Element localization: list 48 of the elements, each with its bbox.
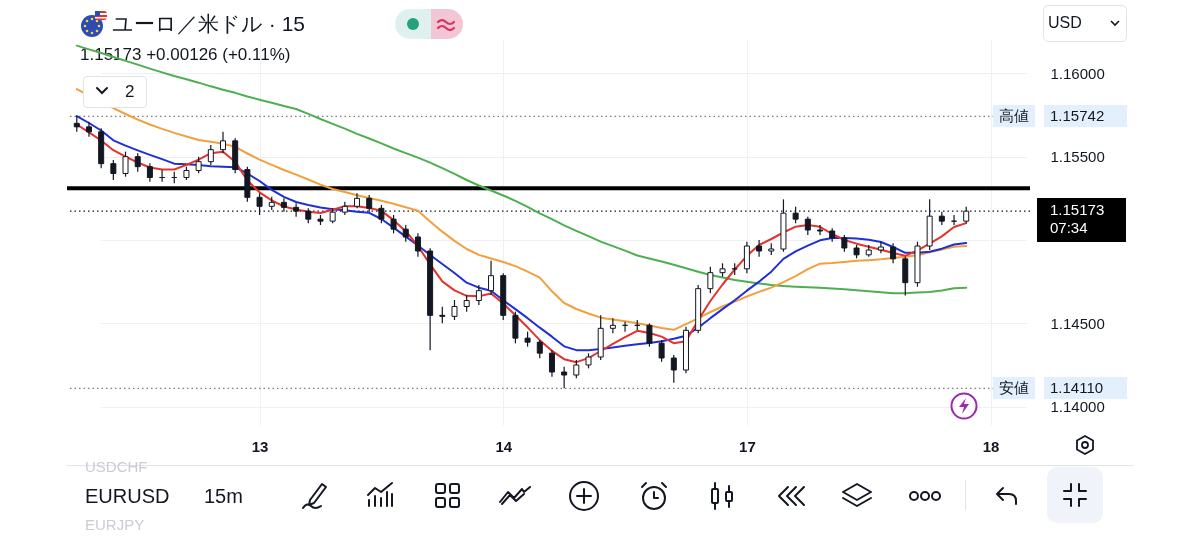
candlestick	[451, 299, 458, 321]
candlestick	[122, 151, 129, 178]
text: 15m	[204, 485, 243, 508]
y-tick-label: 1.14500	[1050, 314, 1105, 332]
candlestick	[536, 339, 543, 359]
x-tick-label: 18	[982, 437, 1000, 455]
y-tick-label: 1.15500	[1050, 148, 1105, 166]
candlestick	[902, 256, 909, 297]
candlestick	[670, 354, 677, 384]
ref-line-label: 1.15742	[1044, 105, 1127, 128]
x-tick-label: 13	[251, 437, 269, 455]
text: 07:34	[1050, 219, 1088, 237]
candlestick	[804, 216, 811, 236]
candlestick	[573, 359, 580, 379]
candlestick	[110, 159, 117, 181]
candlestick	[658, 339, 665, 363]
candlestick	[548, 349, 555, 378]
candlestick	[207, 144, 214, 166]
candlestick	[756, 239, 763, 258]
candlestick	[390, 214, 397, 234]
candlestick	[85, 121, 92, 138]
text: EURUSD	[85, 485, 170, 508]
candlestick	[134, 152, 141, 173]
candlestick	[561, 366, 568, 389]
candlestick	[707, 266, 714, 294]
candlestick	[488, 260, 495, 296]
candlestick	[890, 242, 897, 264]
y-tick-label: 1.14000	[1050, 398, 1105, 416]
annotation: 安値	[993, 377, 1035, 400]
candlestick	[414, 232, 421, 258]
y-tick-label: 1.16000	[1050, 64, 1105, 82]
candlestick	[146, 162, 153, 183]
candlestick	[475, 284, 482, 306]
line-series	[75, 44, 968, 295]
annotation: 2	[125, 82, 135, 102]
candlestick	[512, 311, 519, 344]
chart-title: ユーロ／米ドル · 15	[112, 11, 306, 37]
x-tick-label: 14	[495, 437, 513, 455]
ref-line-label: 1.14110	[1044, 377, 1127, 400]
candlestick	[817, 224, 823, 236]
ref-line-label: 1.15173	[1050, 201, 1105, 219]
candlestick	[609, 317, 616, 334]
x-tick-label: 17	[739, 437, 756, 455]
annotation: 高値	[993, 105, 1035, 128]
candlestick	[743, 241, 750, 274]
candlestick	[646, 322, 653, 348]
text: USD	[1048, 14, 1082, 32]
candlestick	[220, 131, 226, 154]
